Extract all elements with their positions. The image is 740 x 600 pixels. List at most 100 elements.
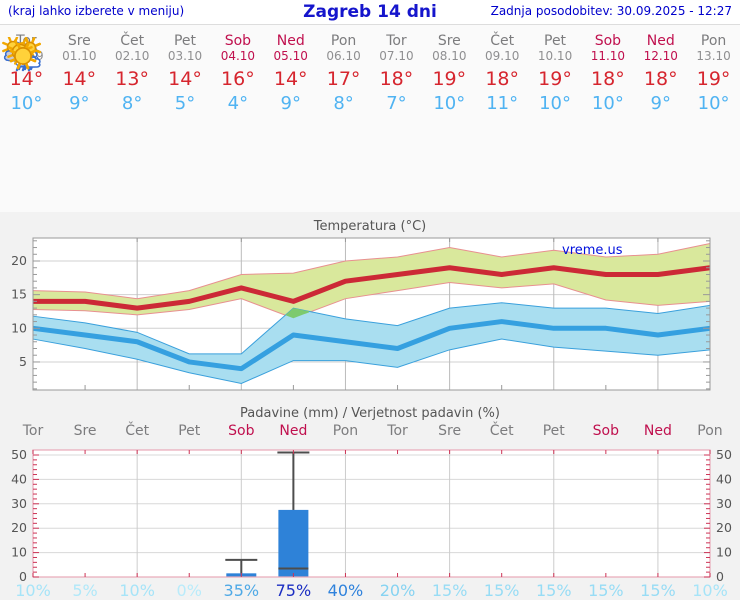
forecast-day: Sob 11.10 18° 10°: [9, 25, 634, 212]
precip-day-label: Pon: [697, 423, 723, 439]
precip-probability: 35%: [224, 581, 260, 600]
precip-day-label: Pet: [178, 423, 201, 439]
svg-text:20: 20: [716, 520, 732, 535]
day-name: Sob: [224, 33, 252, 49]
temp-max: 19°: [538, 68, 572, 90]
day-date: 06.10: [326, 49, 361, 63]
temp-min: 10°: [591, 93, 624, 114]
temp-min: 7°: [386, 93, 407, 114]
precip-day-label: Sob: [228, 423, 255, 439]
watermark-link[interactable]: vreme.us: [562, 243, 623, 258]
temp-max: 19°: [696, 68, 731, 90]
temp-min: 9°: [69, 93, 90, 114]
day-name: Pet: [173, 33, 197, 49]
forecast-strip: Tor30.0914°10°Sre01.1014°9°Čet02.1013°8°…: [0, 25, 740, 212]
temp-max: 17°: [326, 68, 361, 90]
precip-day-label: Čet: [125, 423, 150, 439]
precip-probability: 5%: [72, 581, 97, 600]
day-name: Ned: [646, 33, 675, 49]
temp-min: 5°: [174, 93, 196, 114]
day-name: Tor: [386, 33, 407, 49]
precip-probability: 10%: [692, 581, 728, 600]
day-date: 05.10: [273, 49, 308, 63]
svg-text:40: 40: [11, 471, 27, 486]
precip-day-label: Čet: [489, 423, 514, 439]
day-name: Sre: [67, 33, 91, 49]
svg-text:10: 10: [11, 320, 27, 335]
precip-day-label: Tor: [22, 423, 44, 439]
temp-max: 14°: [9, 68, 44, 90]
temp-min: 4°: [227, 93, 249, 114]
day-date: 13.10: [696, 49, 731, 63]
temp-max: 13°: [115, 68, 149, 90]
svg-text:30: 30: [716, 496, 732, 511]
precip-probability: 15%: [536, 581, 572, 600]
precip-day-label: Pon: [332, 423, 359, 439]
location-menu-note[interactable]: (kraj lahko izberete v meniju): [8, 4, 185, 18]
day-name: Sob: [594, 33, 622, 49]
day-date: 03.10: [167, 49, 203, 63]
page-title: Zagreb 14 dni: [303, 2, 437, 22]
forecast-day: Pon 06.10 17° 8°: [317, 25, 370, 212]
day-date: 02.10: [114, 49, 150, 63]
temp-max: 18°: [379, 68, 414, 90]
forecast-day: Pon 13.10 19° 10°: [9, 25, 740, 212]
precip-day-label: Ned: [279, 423, 308, 439]
temp-max: 18°: [485, 68, 519, 90]
precip-probability: 75%: [276, 581, 312, 600]
precip-day-label: Sre: [73, 423, 97, 439]
svg-text:30: 30: [11, 496, 27, 511]
svg-text:5: 5: [19, 354, 27, 369]
precipitation-chart: 0 0 10 10 20 20 30 30 40 40 50 50 10% 5% 10% 0% 35% 75% 40…: [11, 447, 732, 600]
day-date: 01.10: [62, 49, 97, 63]
precip-probability: 20%: [380, 581, 416, 600]
temperature-chart-title: Temperatura (°C): [313, 219, 427, 234]
forecast-day: Sre 08.10 19° 10°: [9, 25, 476, 212]
temp-max: 19°: [432, 68, 467, 90]
forecast-day: Čet 09.10 18° 11°: [9, 25, 529, 212]
day-date: 10.10: [537, 49, 573, 63]
day-date: 12.10: [643, 49, 678, 63]
temp-max: 16°: [221, 68, 255, 90]
weather-icon-sunny: [9, 42, 37, 70]
precip-probability: 15%: [484, 581, 520, 600]
precip-probability: 0%: [177, 581, 202, 600]
svg-text:40: 40: [716, 471, 732, 486]
temp-min: 10°: [10, 93, 43, 114]
day-name: Sre: [437, 33, 461, 49]
svg-text:0: 0: [716, 569, 724, 584]
svg-text:15: 15: [11, 287, 27, 302]
header-bar: (kraj lahko izberete v meniju) Zagreb 14…: [0, 0, 740, 25]
day-name: Pon: [330, 33, 357, 49]
svg-text:20: 20: [11, 253, 27, 268]
forecast-day: Tor 07.10 18° 7°: [7, 25, 423, 212]
temp-min: 10°: [539, 93, 571, 114]
precip-probability: 15%: [432, 581, 468, 600]
forecast-day: Pet 10.10 19° 10°: [9, 25, 582, 212]
day-name: Čet: [120, 33, 145, 49]
day-date: 07.10: [379, 49, 414, 63]
precip-day-label: Tor: [387, 423, 408, 439]
temp-min: 8°: [121, 93, 143, 114]
precip-probability: 15%: [588, 581, 624, 600]
precip-probability: 10%: [15, 581, 51, 600]
svg-text:0: 0: [19, 569, 27, 584]
day-date: 11.10: [590, 49, 626, 63]
precip-probability: 15%: [640, 581, 676, 600]
temperature-chart: 5 10 15 20: [11, 237, 711, 391]
forecast-day: Ned 12.10 18° 9°: [9, 25, 687, 212]
last-update-timestamp: Zadnja posodobitev: 30.09.2025 - 12:27: [490, 4, 732, 18]
temp-min: 10°: [433, 93, 466, 114]
precip-day-label: Sob: [592, 423, 620, 439]
day-name: Pon: [700, 33, 727, 49]
precip-day-label: Ned: [643, 423, 672, 439]
precip-day-label: Pet: [542, 423, 565, 439]
precip-day-label: Sre: [438, 423, 462, 439]
svg-text:10: 10: [11, 545, 27, 560]
temp-min: 9°: [280, 93, 301, 114]
precip-probability: 10%: [119, 581, 155, 600]
temp-max: 14°: [273, 68, 308, 90]
day-date: 04.10: [220, 49, 256, 63]
forecast-day: Ned 05.10 14° 9°: [2, 25, 317, 212]
